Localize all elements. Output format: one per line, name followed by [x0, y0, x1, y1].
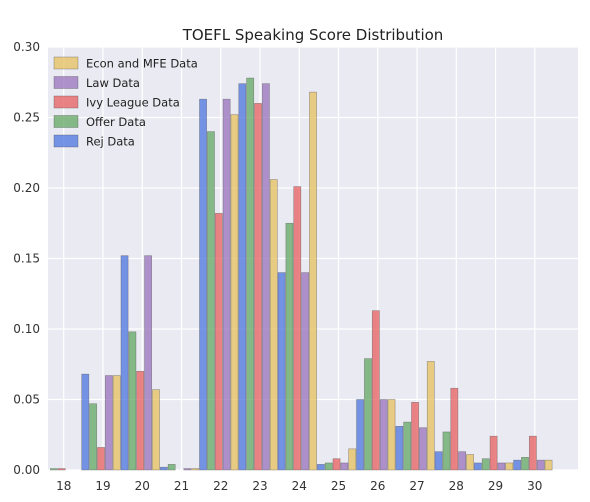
x-tick-label: 29 — [488, 479, 503, 493]
legend-swatch — [53, 56, 79, 70]
bar-ivy-league-data — [371, 310, 380, 471]
bar-rej-data — [81, 373, 90, 471]
bar-offer-data — [324, 462, 333, 471]
y-tick-label: 0.10 — [13, 322, 40, 336]
bar-ivy-league-data — [136, 370, 145, 471]
bar-law-data — [419, 427, 427, 471]
bar-rej-data — [199, 98, 207, 471]
x-tick-label: 21 — [174, 479, 189, 493]
bar-offer-data — [521, 457, 529, 471]
y-tick-label: 0.15 — [13, 252, 40, 266]
bar-econ-and-mfe-data — [426, 361, 435, 471]
bar-ivy-league-data — [489, 435, 498, 471]
bar-offer-data — [89, 403, 98, 471]
x-tick-label: 27 — [409, 479, 424, 493]
bar-offer-data — [403, 421, 412, 471]
bar-rej-data — [277, 272, 286, 471]
bar-law-data — [536, 459, 545, 471]
legend-swatch — [53, 76, 79, 89]
y-tick-label: 0.20 — [13, 181, 40, 195]
bar-ivy-league-data — [57, 468, 66, 471]
bar-law-data — [183, 468, 192, 471]
legend-swatch — [53, 115, 79, 128]
bar-offer-data — [207, 131, 215, 471]
legend: Econ and MFE Data Law Data Ivy League Data… — [53, 56, 198, 149]
bar-econ-and-mfe-data — [348, 448, 357, 471]
legend-label: Ivy League Data — [86, 96, 180, 110]
bar-rej-data — [434, 451, 443, 471]
bar-law-data — [301, 272, 310, 471]
bar-law-data — [222, 98, 231, 471]
bar-law-data — [144, 255, 152, 471]
bar-offer-data — [246, 77, 255, 471]
bar-rej-data — [316, 464, 325, 471]
bar-ivy-league-data — [293, 186, 302, 471]
bar-law-data — [379, 399, 388, 471]
bar-ivy-league-data — [97, 447, 105, 471]
bar-rej-data — [513, 459, 522, 471]
bar-ivy-league-data — [254, 103, 262, 471]
x-tick-label: 19 — [95, 479, 110, 493]
legend-label: Law Data — [86, 76, 140, 90]
bar-offer-data — [481, 458, 490, 471]
x-tick-label: 26 — [370, 479, 385, 493]
bar-econ-and-mfe-data — [112, 375, 121, 471]
bar-ivy-league-data — [528, 435, 537, 471]
y-tick-label: 0.05 — [13, 393, 40, 407]
bar-offer-data — [442, 431, 451, 471]
x-tick-label: 24 — [292, 479, 307, 493]
bar-law-data — [458, 451, 467, 471]
y-tick-label: 0.30 — [13, 40, 40, 54]
bars — [50, 77, 553, 471]
bar-offer-data — [128, 331, 137, 471]
bar-econ-and-mfe-data — [269, 179, 278, 471]
legend-swatch — [53, 134, 79, 148]
bar-econ-and-mfe-data — [505, 462, 514, 471]
bar-law-data — [262, 83, 270, 471]
x-tick-label: 18 — [56, 479, 71, 493]
bar-ivy-league-data — [214, 213, 223, 471]
bar-rej-data — [120, 255, 129, 471]
legend-label: Rej Data — [86, 135, 135, 149]
bar-law-data — [104, 375, 113, 471]
bar-ivy-league-data — [411, 402, 419, 471]
bar-offer-data — [364, 358, 372, 471]
chart-title: TOEFL Speaking Score Distribution — [182, 26, 444, 44]
bar-econ-and-mfe-data — [230, 114, 239, 471]
y-tick-label: 0.00 — [13, 463, 40, 477]
bar-econ-and-mfe-data — [387, 399, 396, 471]
x-axis: 18 19 20 21 22 23 24 25 26 27 28 29 30 — [56, 479, 542, 493]
bar-rej-data — [238, 83, 247, 471]
bar-rej-data — [395, 425, 404, 471]
x-tick-label: 23 — [252, 479, 267, 493]
bar-offer-data — [285, 222, 294, 471]
bar-rej-data — [474, 462, 482, 471]
legend-label: Econ and MFE Data — [86, 57, 198, 71]
x-tick-label: 20 — [135, 479, 150, 493]
bar-offer-data — [50, 468, 58, 471]
x-tick-label: 25 — [331, 479, 346, 493]
bar-offer-data — [167, 464, 176, 471]
bar-law-data — [340, 462, 349, 471]
bar-econ-and-mfe-data — [309, 91, 317, 471]
bar-econ-and-mfe-data — [544, 459, 553, 471]
bar-rej-data — [159, 466, 168, 471]
bar-rej-data — [356, 399, 364, 471]
bar-ivy-league-data — [450, 387, 459, 471]
y-tick-label: 0.25 — [13, 111, 40, 125]
bar-econ-and-mfe-data — [152, 389, 160, 471]
x-tick-label: 30 — [527, 479, 542, 493]
legend-swatch — [53, 95, 79, 109]
x-tick-label: 28 — [449, 479, 464, 493]
bar-econ-and-mfe-data — [466, 454, 474, 471]
bar-ivy-league-data — [332, 458, 341, 471]
y-axis: 0.00 0.05 0.10 0.15 0.20 0.25 0.30 — [13, 40, 40, 477]
bar-law-data — [497, 462, 506, 471]
bar-econ-and-mfe-data — [191, 468, 200, 471]
x-tick-label: 22 — [213, 479, 228, 493]
legend-label: Offer Data — [86, 115, 146, 129]
